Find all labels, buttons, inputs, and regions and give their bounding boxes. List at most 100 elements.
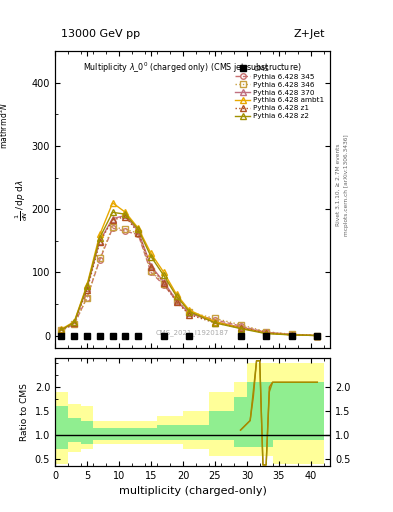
Pythia 6.428 345 [149,269,153,275]
Pythia 6.428 z2 [123,211,128,217]
Pythia 6.428 370 [174,297,179,304]
Pythia 6.428 z2 [315,332,320,338]
Pythia 6.428 370 [289,332,294,338]
Pythia 6.428 346 [110,224,115,230]
Pythia 6.428 z1 [84,287,89,293]
Pythia 6.428 346 [213,315,217,322]
Pythia 6.428 ambt1 [72,318,77,325]
Pythia 6.428 z2 [84,283,89,289]
Pythia 6.428 z1 [187,312,192,318]
CMS [84,332,89,338]
Text: 13000 GeV pp: 13000 GeV pp [61,29,140,39]
CMS [315,332,320,338]
Pythia 6.428 370 [59,327,64,333]
Pythia 6.428 370 [123,212,128,219]
Pythia 6.428 z1 [59,327,64,333]
CMS [59,332,64,338]
Pythia 6.428 345 [72,321,77,327]
Pythia 6.428 370 [110,216,115,222]
Pythia 6.428 370 [162,279,166,285]
Pythia 6.428 346 [136,230,141,236]
Y-axis label: $\frac{1}{\mathrm{d}N}\,/\,\mathrm{d}p\;\mathrm{d}\lambda$: $\frac{1}{\mathrm{d}N}\,/\,\mathrm{d}p\;… [14,179,30,221]
Pythia 6.428 346 [238,322,243,328]
Pythia 6.428 z1 [174,299,179,305]
Line: Pythia 6.428 346: Pythia 6.428 346 [59,224,320,338]
CMS [238,332,243,338]
Pythia 6.428 346 [59,327,64,333]
Pythia 6.428 z2 [289,332,294,338]
Pythia 6.428 370 [264,329,268,335]
Pythia 6.428 370 [136,228,141,234]
CMS [264,332,268,338]
Pythia 6.428 z2 [174,293,179,300]
Pythia 6.428 370 [187,310,192,316]
Pythia 6.428 ambt1 [136,225,141,231]
Pythia 6.428 345 [238,323,243,329]
Pythia 6.428 346 [84,294,89,301]
Pythia 6.428 345 [162,282,166,288]
Pythia 6.428 z2 [162,272,166,279]
Pythia 6.428 346 [315,332,320,338]
Pythia 6.428 z1 [149,264,153,270]
CMS [136,332,141,338]
Pythia 6.428 z1 [264,330,268,336]
Pythia 6.428 z1 [97,239,102,245]
Text: Multiplicity $\lambda\_0^0$ (charged only) (CMS jet substructure): Multiplicity $\lambda\_0^0$ (charged onl… [83,60,302,75]
Pythia 6.428 z2 [187,308,192,314]
Pythia 6.428 370 [213,318,217,325]
Pythia 6.428 346 [289,331,294,337]
Pythia 6.428 z2 [110,209,115,216]
Pythia 6.428 370 [84,285,89,291]
Pythia 6.428 346 [149,268,153,274]
Pythia 6.428 345 [213,316,217,323]
Pythia 6.428 346 [187,309,192,315]
Pythia 6.428 ambt1 [289,332,294,338]
Pythia 6.428 ambt1 [213,318,217,325]
Text: Z+Jet: Z+Jet [293,29,325,39]
Pythia 6.428 345 [187,310,192,316]
CMS [162,332,166,338]
Pythia 6.428 z1 [123,214,128,220]
Pythia 6.428 345 [174,297,179,304]
Pythia 6.428 z1 [238,325,243,331]
Line: Pythia 6.428 z2: Pythia 6.428 z2 [58,209,321,339]
Pythia 6.428 345 [97,257,102,263]
Pythia 6.428 ambt1 [123,209,128,216]
CMS [97,332,102,338]
Line: Pythia 6.428 ambt1: Pythia 6.428 ambt1 [58,199,321,339]
Line: Pythia 6.428 370: Pythia 6.428 370 [58,212,321,339]
Pythia 6.428 370 [238,324,243,330]
CMS [123,332,128,338]
Pythia 6.428 345 [264,329,268,335]
Pythia 6.428 346 [97,255,102,262]
Pythia 6.428 z2 [213,320,217,326]
Pythia 6.428 z2 [59,327,64,333]
Pythia 6.428 ambt1 [149,250,153,257]
Pythia 6.428 z2 [97,234,102,241]
X-axis label: multiplicity (charged-only): multiplicity (charged-only) [119,486,266,496]
Pythia 6.428 z2 [264,331,268,337]
Pythia 6.428 ambt1 [264,330,268,336]
Pythia 6.428 346 [123,226,128,232]
Line: CMS: CMS [59,333,320,338]
Line: Pythia 6.428 345: Pythia 6.428 345 [59,225,320,338]
Pythia 6.428 345 [136,231,141,238]
Y-axis label: Ratio to CMS: Ratio to CMS [20,383,29,441]
Pythia 6.428 345 [110,225,115,231]
Pythia 6.428 ambt1 [97,231,102,238]
Pythia 6.428 346 [264,329,268,335]
Pythia 6.428 345 [315,332,320,338]
CMS [187,332,192,338]
Pythia 6.428 370 [72,320,77,326]
Pythia 6.428 370 [315,332,320,338]
Pythia 6.428 z2 [136,226,141,232]
CMS [110,332,115,338]
Pythia 6.428 346 [162,281,166,287]
Pythia 6.428 z1 [110,217,115,223]
Pythia 6.428 345 [289,331,294,337]
Pythia 6.428 ambt1 [110,200,115,206]
Pythia 6.428 z1 [72,320,77,326]
Pythia 6.428 z2 [72,319,77,325]
Pythia 6.428 ambt1 [187,307,192,313]
Pythia 6.428 346 [72,321,77,327]
